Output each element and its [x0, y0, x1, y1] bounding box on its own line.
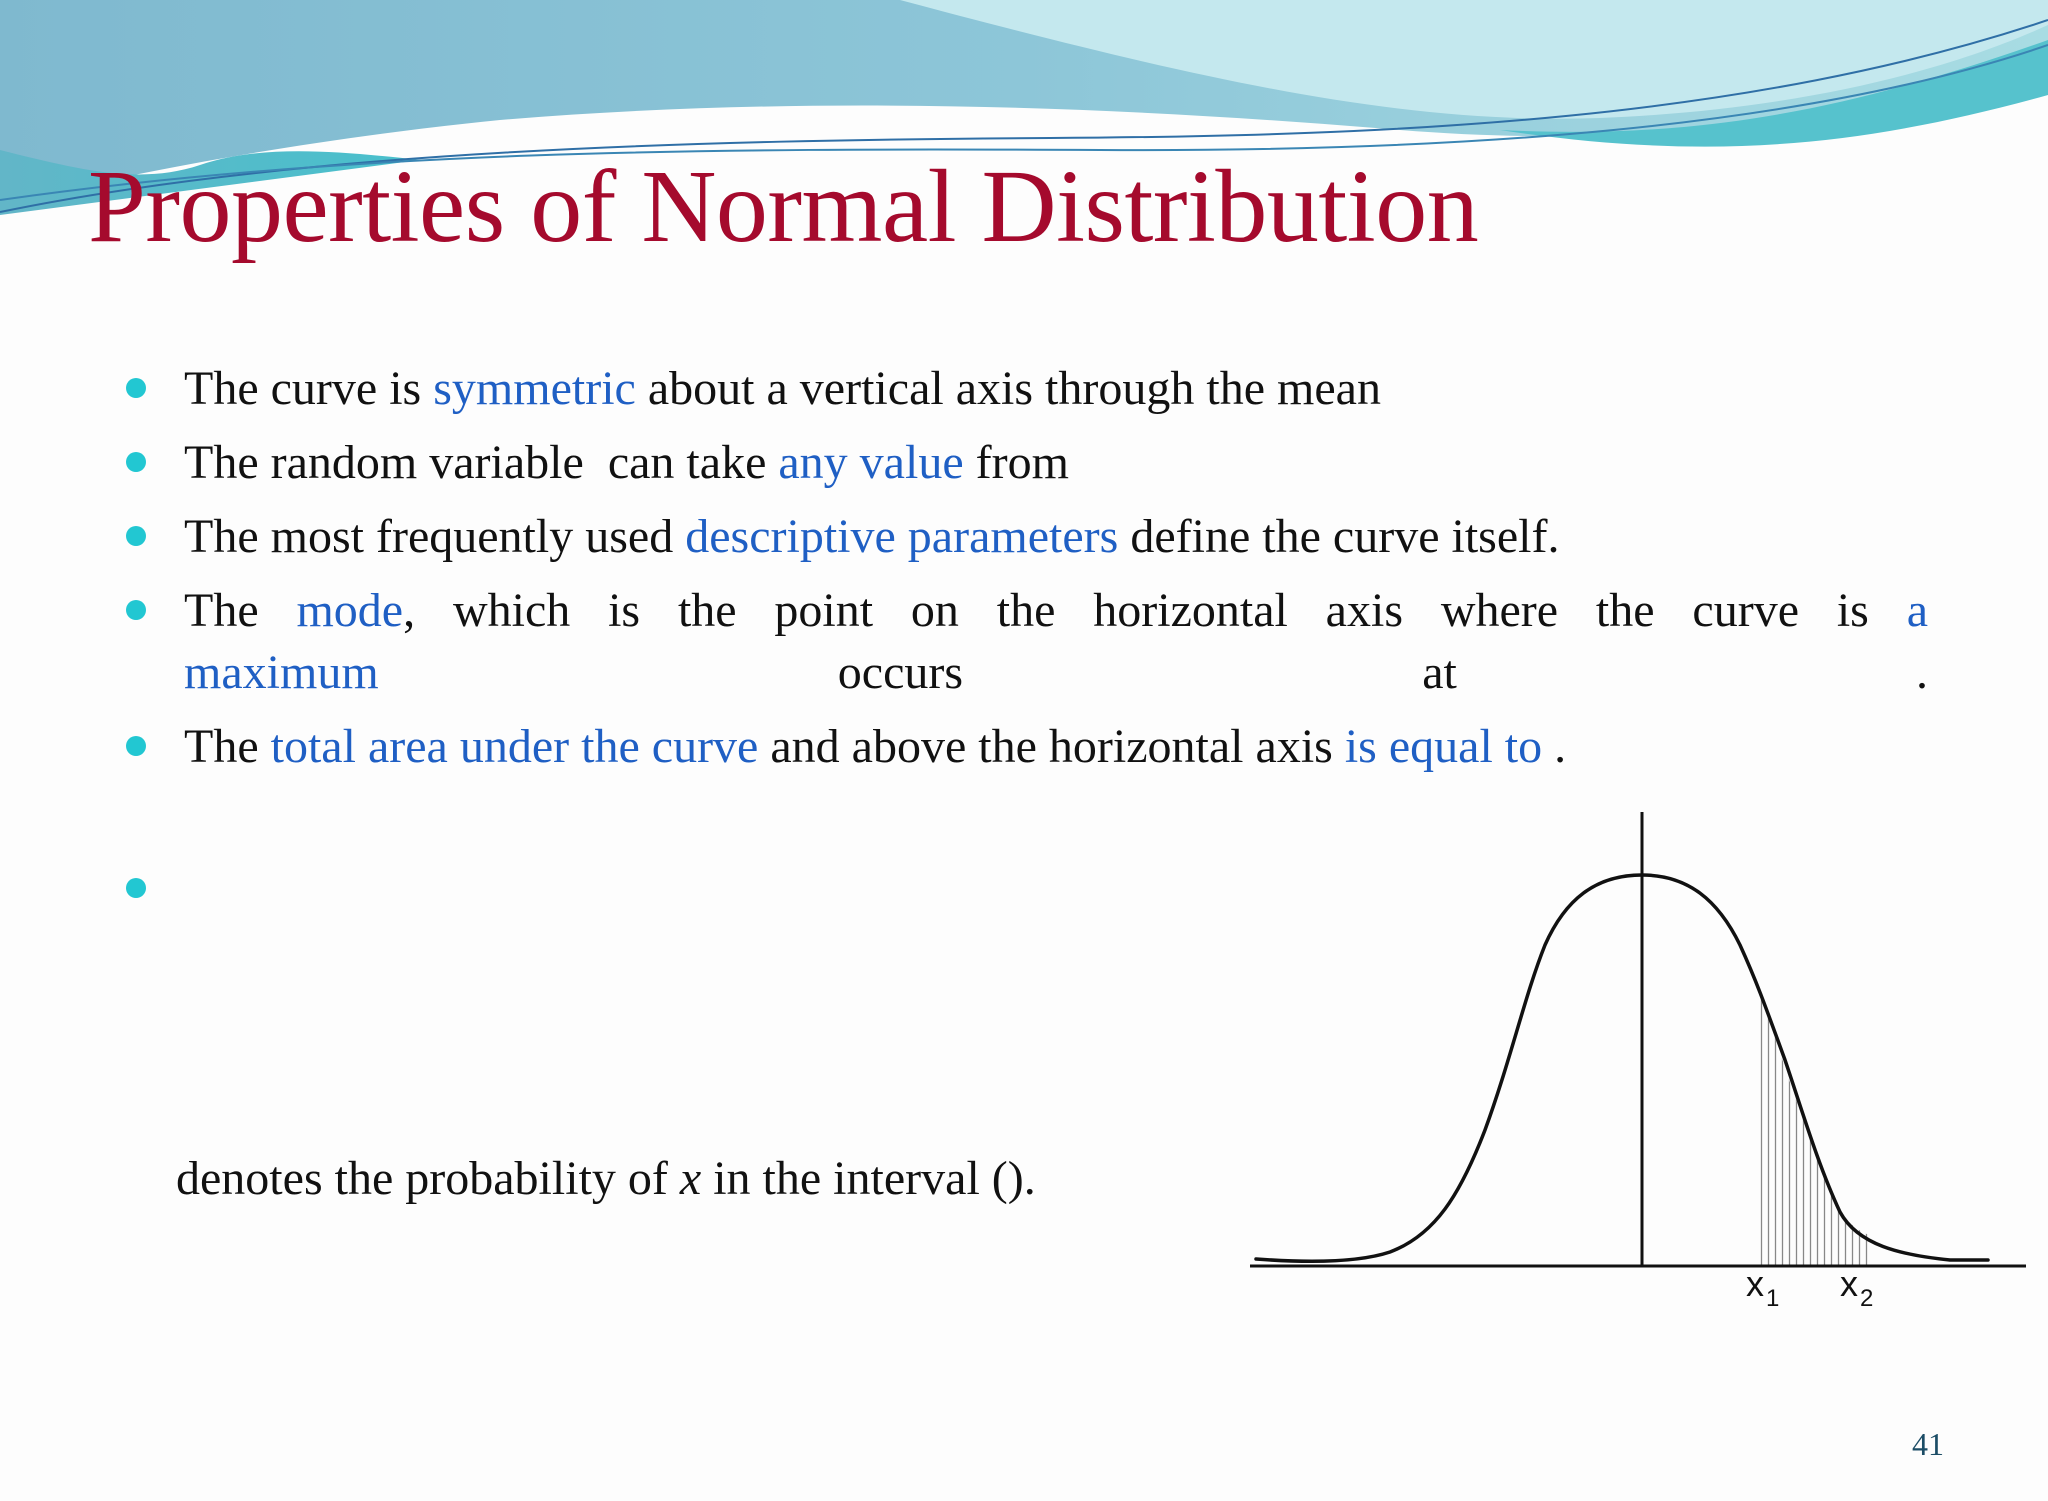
highlight-mode: mode	[296, 584, 404, 637]
normal-curve	[1254, 873, 1990, 1263]
bullet-text: The most frequently used	[184, 510, 686, 563]
highlight-equal-to: is equal to	[1344, 720, 1543, 773]
x1-label: x	[1746, 1263, 1764, 1304]
highlight-descriptive-parameters: descriptive parameters	[685, 510, 1119, 563]
highlight-a: a	[1906, 584, 1929, 637]
highlight-total-area: total area under the curve	[270, 720, 759, 773]
bullet-text: .	[1542, 720, 1567, 773]
highlight-maximum: maximum	[184, 646, 379, 699]
bullet-any-value: The random variable can take any value f…	[118, 432, 1928, 494]
bullet-text: , which is the point on the horizontal a…	[403, 584, 1907, 637]
page-number: 41	[1912, 1426, 1944, 1462]
bullet-text: occurs at .	[378, 646, 1928, 699]
x2-subscript: 2	[1860, 1285, 1873, 1312]
probability-text-end: in the interval ().	[701, 1152, 1036, 1205]
bullet-text: about a vertical axis through the mean	[635, 362, 1381, 415]
bullet-dot-icon	[126, 878, 146, 898]
x1-subscript: 1	[1766, 1285, 1779, 1312]
bullet-list: The curve is symmetric about a vertical …	[118, 358, 1928, 790]
bullet-total-area: The total area under the curve and above…	[118, 716, 1928, 778]
probability-variable: x	[679, 1152, 702, 1205]
bullet-dot-icon	[126, 736, 146, 756]
probability-text-start: denotes the probability of	[176, 1152, 680, 1205]
bullet-dot-icon	[126, 452, 146, 472]
bullet-text: The curve is	[184, 362, 434, 415]
normal-curve-figure: x 1 x 2	[1250, 812, 2026, 1312]
bullet-mode-continuation: maximum occurs at .	[184, 642, 1928, 704]
bullet-text: from	[963, 436, 1069, 489]
bullet-dot-icon	[126, 526, 146, 546]
bullet-mode: The mode, which is the point on the hori…	[118, 580, 1928, 704]
bullet-symmetric: The curve is symmetric about a vertical …	[118, 358, 1928, 420]
highlight-any-value: any value	[778, 436, 964, 489]
highlight-symmetric: symmetric	[433, 362, 636, 415]
shaded-area-x1-x2	[1760, 995, 1872, 1266]
bullet-text: and above the horizontal axis	[758, 720, 1345, 773]
bullet-text: The	[184, 720, 271, 773]
bullet-text: define the curve itself.	[1118, 510, 1560, 563]
x2-label: x	[1840, 1263, 1858, 1304]
bullet-descriptive-parameters: The most frequently used descriptive par…	[118, 506, 1928, 568]
wave-header-decoration	[0, 0, 2048, 215]
bullet-dot-icon	[126, 378, 146, 398]
slide-title: Properties of Normal Distribution	[88, 149, 1479, 264]
bullet-dot-icon	[126, 600, 146, 620]
bullet-text: The random variable can take	[184, 436, 779, 489]
probability-text: denotes the probability of x in the inte…	[176, 1148, 1036, 1210]
bullet-text: The	[184, 584, 297, 637]
